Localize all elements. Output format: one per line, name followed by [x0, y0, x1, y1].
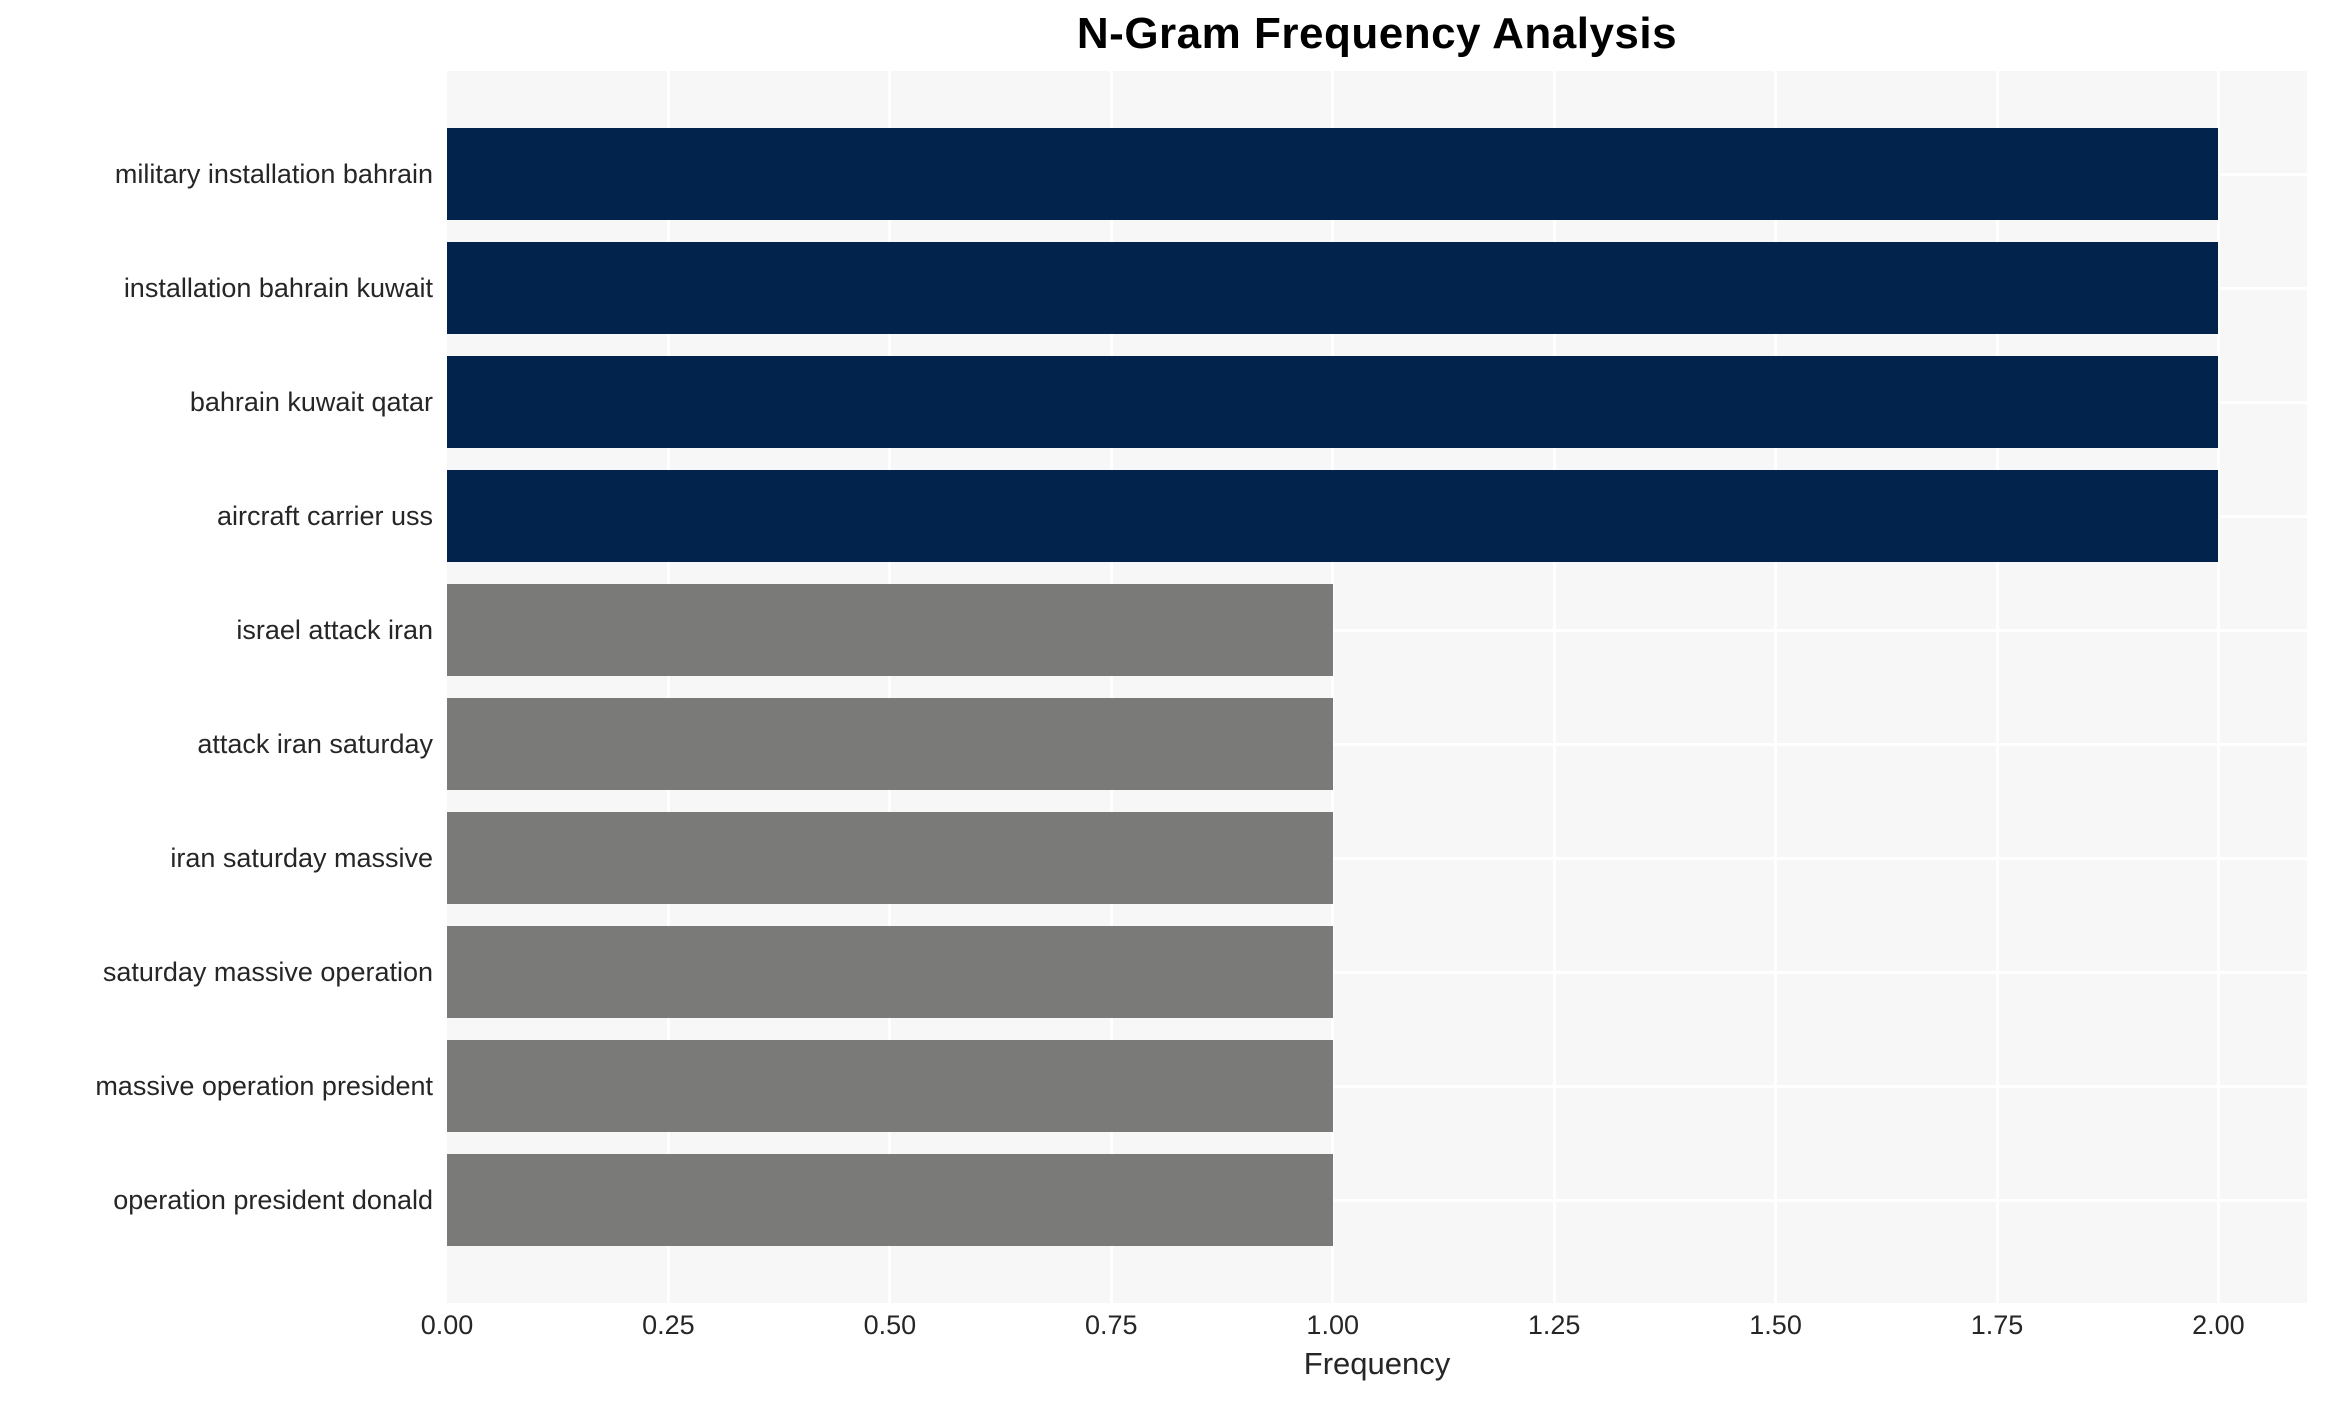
- y-tick-label-military-installation-bahrain: military installation bahrain: [114, 159, 433, 189]
- x-tick-label-0.50: 0.50: [863, 1310, 917, 1340]
- gridline-horizontal: [447, 742, 2307, 746]
- gridline-horizontal: [447, 970, 2307, 974]
- bar-massive-operation-president: [447, 1040, 1333, 1132]
- bar-saturday-massive-operation: [447, 926, 1333, 1018]
- gridline-horizontal: [447, 1198, 2307, 1202]
- gridline-horizontal: [447, 856, 2307, 860]
- y-tick-label-saturday-massive-operation: saturday massive operation: [102, 957, 433, 987]
- bar-iran-saturday-massive: [447, 812, 1333, 904]
- gridline-vertical-1.75: [1995, 71, 1999, 1303]
- gridline-vertical-0.75: [1109, 71, 1113, 1303]
- y-tick-label-iran-saturday-massive: iran saturday massive: [170, 843, 433, 873]
- bar-bahrain-kuwait-qatar: [447, 356, 2219, 448]
- y-tick-label-attack-iran-saturday: attack iran saturday: [197, 729, 433, 759]
- chart-title: N-Gram Frequency Analysis: [1076, 9, 1678, 58]
- gridline-vertical-1.25: [1552, 71, 1556, 1303]
- bar-attack-iran-saturday: [447, 698, 1333, 790]
- x-tick-label-1.50: 1.50: [1749, 1310, 1802, 1340]
- x-tick-label-0.00: 0.00: [420, 1310, 474, 1340]
- bar-aircraft-carrier-uss: [447, 470, 2219, 562]
- gridline-vertical-1.50: [1774, 71, 1778, 1303]
- x-tick-label-0.25: 0.25: [642, 1310, 695, 1340]
- bar-israel-attack-iran: [447, 584, 1333, 676]
- gridline-horizontal: [447, 628, 2307, 632]
- gridline-vertical-0.25: [666, 71, 670, 1303]
- y-tick-label-installation-bahrain-kuwait: installation bahrain kuwait: [123, 273, 433, 303]
- y-tick-label-bahrain-kuwait-qatar: bahrain kuwait qatar: [189, 387, 433, 417]
- x-axis-title: Frequency: [1303, 1346, 1451, 1381]
- y-tick-label-operation-president-donald: operation president donald: [113, 1185, 433, 1215]
- gridline-vertical-2.00: [2216, 71, 2220, 1303]
- y-tick-label-massive-operation-president: massive operation president: [95, 1071, 433, 1101]
- x-tick-label-2.00: 2.00: [2192, 1310, 2245, 1340]
- gridline-vertical-1.00: [1331, 71, 1335, 1303]
- bar-operation-president-donald: [447, 1154, 1333, 1246]
- y-tick-label-aircraft-carrier-uss: aircraft carrier uss: [216, 501, 433, 531]
- x-tick-label-0.75: 0.75: [1085, 1310, 1138, 1340]
- gridline-vertical-0.50: [888, 71, 892, 1303]
- x-tick-label-1.75: 1.75: [1970, 1310, 2024, 1340]
- plot-area: [447, 71, 2307, 1303]
- gridline-horizontal: [447, 1084, 2307, 1088]
- x-tick-label-1.00: 1.00: [1306, 1310, 1359, 1340]
- bar-military-installation-bahrain: [447, 128, 2219, 220]
- bar-installation-bahrain-kuwait: [447, 242, 2219, 334]
- y-tick-label-israel-attack-iran: israel attack iran: [236, 615, 433, 645]
- x-tick-label-1.25: 1.25: [1527, 1310, 1581, 1340]
- y-axis-labels: military installation bahrain installatio…: [0, 71, 433, 1303]
- x-axis-ticks: 0.00 0.25 0.50 0.75 1.00 1.25 1.50 1.75 2.00: [421, 1306, 2307, 1344]
